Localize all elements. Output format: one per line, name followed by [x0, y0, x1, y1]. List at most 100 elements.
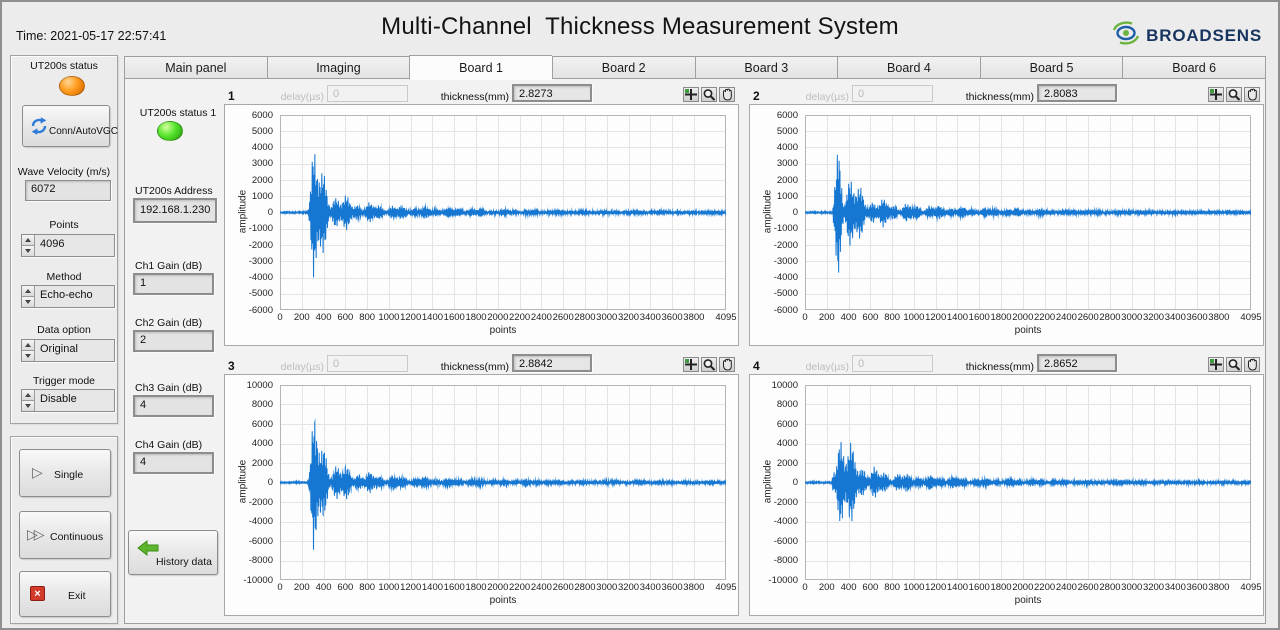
- continuous-button[interactable]: ▷▷ Continuous: [19, 511, 111, 559]
- axis-tick-label: 1000: [378, 312, 400, 323]
- thickness-field[interactable]: 2.8652: [1037, 354, 1117, 372]
- axis-tick-label: 2000: [776, 457, 798, 469]
- tab-board-4[interactable]: Board 4: [837, 56, 980, 79]
- axis-tick-label: 3000: [776, 158, 798, 170]
- axis-tick-label: 1800: [465, 582, 487, 593]
- decrement-arrow-icon[interactable]: [22, 246, 34, 256]
- pan-tool-icon[interactable]: [1244, 357, 1260, 372]
- points-stepper[interactable]: 4096: [21, 234, 115, 257]
- zoom-tool-icon[interactable]: [1226, 87, 1242, 102]
- axis-tick-label: 200: [818, 312, 835, 323]
- axis-tick-label: 3200: [1142, 312, 1165, 323]
- ut200s-status-1-led: [157, 121, 183, 141]
- data-option-selector[interactable]: Original: [21, 339, 115, 362]
- pan-tool-icon[interactable]: [719, 87, 735, 102]
- x-axis-ticks: 0 200 400 600 800 1000 1200 1400 1600 1800 2000 220…: [802, 582, 1261, 594]
- axis-tick-label: -5000: [773, 288, 798, 300]
- axis-tick-label: 3600: [1186, 582, 1208, 593]
- waveform-plot-3: [280, 385, 726, 580]
- axis-tick-label: 0: [802, 312, 808, 323]
- delay-label: delay(µs): [805, 361, 849, 373]
- ch4-gain-field[interactable]: 4: [133, 452, 214, 474]
- ch1-gain-field[interactable]: 1: [133, 273, 214, 295]
- increment-arrow-icon[interactable]: [22, 235, 34, 246]
- axis-tick-label: 400: [315, 582, 332, 593]
- cursor-tool-icon[interactable]: [683, 357, 699, 372]
- pan-tool-icon[interactable]: [1244, 87, 1260, 102]
- axis-tick-label: -6000: [248, 304, 273, 316]
- ch2-gain-field[interactable]: 2: [133, 330, 214, 352]
- decrement-arrow-icon[interactable]: [22, 297, 34, 307]
- axis-tick-label: 0: [792, 477, 798, 488]
- brand-logo: BROADSENS: [1111, 20, 1262, 51]
- axis-tick-label: 2400: [1055, 582, 1077, 593]
- axis-tick-label: -5000: [248, 288, 273, 300]
- axis-tick-label: 200: [293, 582, 310, 593]
- thickness-field[interactable]: 2.8273: [512, 84, 592, 102]
- zoom-tool-icon[interactable]: [701, 87, 717, 102]
- axis-tick-label: 1200: [925, 312, 947, 323]
- trigger-mode-selector[interactable]: Disable: [21, 389, 115, 412]
- axis-tick-label: -2000: [248, 496, 273, 508]
- zoom-tool-icon[interactable]: [701, 357, 717, 372]
- points-value: 4096: [35, 235, 114, 256]
- zoom-tool-icon[interactable]: [1226, 357, 1242, 372]
- axis-tick-label: 3600: [1186, 312, 1208, 323]
- conn-autovgc-button[interactable]: Conn/AutoVGC: [22, 105, 118, 147]
- channel-2-panel: 2 delay(µs) 0 thickness(mm) 2.8083 ampli…: [749, 84, 1264, 348]
- x-axis-ticks: 0 200 400 600 800 1000 1200 1400 1600 1800 2000 220…: [802, 312, 1261, 324]
- tab-board-1[interactable]: Board 1: [409, 55, 552, 80]
- thickness-field[interactable]: 2.8842: [512, 354, 592, 372]
- delay-label: delay(µs): [280, 91, 324, 103]
- single-label: Single: [54, 469, 84, 481]
- wave-velocity-field[interactable]: 6072: [25, 180, 111, 201]
- decrement-arrow-icon[interactable]: [22, 351, 34, 361]
- ch3-gain-field[interactable]: 4: [133, 395, 214, 417]
- cursor-tool-icon[interactable]: [1208, 357, 1224, 372]
- stepper-arrows[interactable]: [22, 286, 35, 307]
- exit-button[interactable]: × Exit: [19, 571, 111, 617]
- axis-tick-label: 3600: [661, 312, 683, 323]
- exit-label: Exit: [68, 590, 86, 602]
- axis-tick-label: -6000: [773, 304, 798, 316]
- channel-number: 3: [228, 359, 235, 373]
- channel-4-panel: 4 delay(µs) 0 thickness(mm) 2.8652 ampli…: [749, 354, 1264, 618]
- axis-tick-label: 3800: [1208, 312, 1230, 323]
- ut200s-address-field[interactable]: 192.168.1.230: [133, 198, 217, 223]
- increment-arrow-icon[interactable]: [22, 340, 34, 351]
- graph-palette: [683, 357, 735, 372]
- axis-tick-label: 4000: [251, 438, 273, 449]
- tab-board-6[interactable]: Board 6: [1122, 56, 1266, 79]
- single-button[interactable]: ▷ Single: [19, 449, 111, 497]
- history-data-button[interactable]: History data: [128, 530, 218, 575]
- axis-tick-label: -2000: [248, 239, 273, 251]
- cursor-tool-icon[interactable]: [683, 87, 699, 102]
- decrement-arrow-icon[interactable]: [22, 401, 34, 411]
- axis-tick-label: 800: [359, 312, 376, 323]
- axis-tick-label: 4095: [1240, 312, 1262, 323]
- tab-board-2[interactable]: Board 2: [551, 56, 695, 79]
- cursor-tool-icon[interactable]: [1208, 87, 1224, 102]
- pan-tool-icon[interactable]: [719, 357, 735, 372]
- axis-tick-label: 1800: [990, 582, 1012, 593]
- axis-tick-label: 2800: [574, 582, 596, 593]
- increment-arrow-icon[interactable]: [22, 286, 34, 297]
- axis-tick-label: -4000: [773, 272, 798, 283]
- axis-tick-label: 1800: [465, 312, 487, 323]
- stepper-arrows[interactable]: [22, 390, 35, 411]
- thickness-label: thickness(mm): [440, 91, 509, 103]
- tab-imaging[interactable]: Imaging: [266, 56, 410, 79]
- method-selector[interactable]: Echo-echo: [21, 285, 115, 308]
- double-play-icon: ▷▷: [27, 526, 44, 542]
- tab-main-panel[interactable]: Main panel: [124, 56, 267, 79]
- tab-board-5[interactable]: Board 5: [979, 56, 1123, 79]
- thickness-field[interactable]: 2.8083: [1037, 84, 1117, 102]
- increment-arrow-icon[interactable]: [22, 390, 34, 401]
- stepper-arrows[interactable]: [22, 235, 35, 256]
- y-axis-ticks: 6000 5000 4000 3000 2000 1000 0 -1000 -2000 -3000…: [231, 110, 275, 316]
- channel-number: 4: [753, 359, 760, 373]
- stepper-arrows[interactable]: [22, 340, 35, 361]
- tab-board-3[interactable]: Board 3: [694, 56, 838, 79]
- axis-tick-label: 3400: [1164, 312, 1186, 323]
- wave-velocity-label: Wave Velocity (m/s): [17, 166, 111, 178]
